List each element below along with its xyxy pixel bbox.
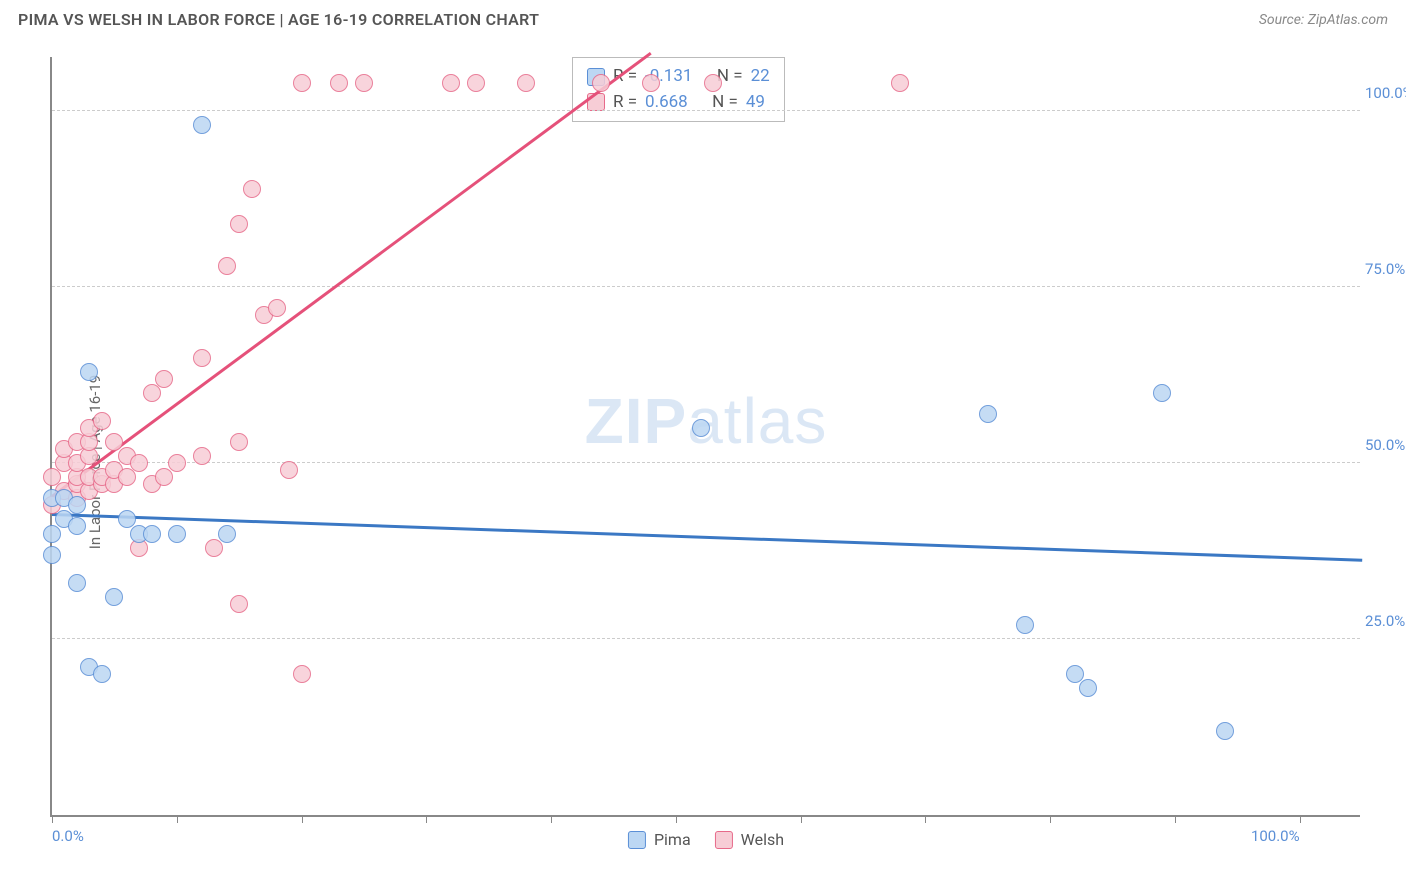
- x-tick: [177, 815, 178, 823]
- data-point: [243, 180, 261, 198]
- data-point: [193, 116, 211, 134]
- data-point: [193, 349, 211, 367]
- data-point: [517, 74, 535, 92]
- data-point: [155, 468, 173, 486]
- data-point: [442, 74, 460, 92]
- data-point: [43, 546, 61, 564]
- data-point: [268, 299, 286, 317]
- x-tick: [426, 815, 427, 823]
- pima-n-value: 22: [751, 64, 770, 90]
- gridline: [52, 462, 1360, 463]
- x-tick: [676, 815, 677, 823]
- data-point: [168, 454, 186, 472]
- data-point: [130, 454, 148, 472]
- data-point: [143, 525, 161, 543]
- data-point: [1216, 722, 1234, 740]
- legend-label-welsh: Welsh: [741, 830, 784, 849]
- data-point: [692, 419, 710, 437]
- data-point: [280, 461, 298, 479]
- data-point: [891, 74, 909, 92]
- data-point: [467, 74, 485, 92]
- legend-item-pima: Pima: [628, 830, 691, 849]
- swatch-pima: [628, 831, 646, 849]
- data-point: [218, 257, 236, 275]
- legend-item-welsh: Welsh: [715, 830, 784, 849]
- x-tick: [925, 815, 926, 823]
- y-tick-label: 75.0%: [1365, 260, 1406, 278]
- series-legend: Pima Welsh: [628, 830, 784, 849]
- data-point: [118, 468, 136, 486]
- x-tick: [1050, 815, 1051, 823]
- data-point: [193, 447, 211, 465]
- chart-header: PIMA VS WELSH IN LABOR FORCE | AGE 16-19…: [0, 0, 1406, 37]
- trend-line: [51, 52, 652, 498]
- x-tick: [52, 815, 53, 823]
- chart-area: In Labor Force | Age 16-19 ZIPatlas R = …: [0, 37, 1406, 887]
- data-point: [642, 74, 660, 92]
- chart-title: PIMA VS WELSH IN LABOR FORCE | AGE 16-19…: [18, 10, 539, 29]
- data-point: [68, 574, 86, 592]
- x-tick: [1300, 815, 1301, 823]
- legend-label-pima: Pima: [654, 830, 691, 849]
- x-tick: [551, 815, 552, 823]
- data-point: [93, 665, 111, 683]
- data-point: [205, 539, 223, 557]
- gridline: [52, 110, 1360, 111]
- data-point: [168, 525, 186, 543]
- watermark-light: atlas: [687, 385, 827, 457]
- data-point: [293, 74, 311, 92]
- data-point: [355, 74, 373, 92]
- chart-source: Source: ZipAtlas.com: [1259, 12, 1388, 28]
- watermark-bold: ZIP: [585, 385, 688, 457]
- data-point: [293, 665, 311, 683]
- x-tick: [1175, 815, 1176, 823]
- data-point: [1016, 616, 1034, 634]
- data-point: [230, 595, 248, 613]
- data-point: [68, 496, 86, 514]
- y-tick-label: 50.0%: [1365, 436, 1406, 454]
- x-tick: [302, 815, 303, 823]
- trend-line: [52, 513, 1362, 562]
- data-point: [979, 405, 997, 423]
- data-point: [230, 215, 248, 233]
- x-tick-label: 0.0%: [52, 827, 84, 845]
- x-tick: [801, 815, 802, 823]
- data-point: [105, 588, 123, 606]
- gridline: [52, 638, 1360, 639]
- y-tick-label: 100.0%: [1365, 84, 1406, 102]
- gridline: [52, 286, 1360, 287]
- data-point: [43, 525, 61, 543]
- data-point: [143, 384, 161, 402]
- data-point: [155, 370, 173, 388]
- data-point: [68, 517, 86, 535]
- data-point: [1153, 384, 1171, 402]
- data-point: [218, 525, 236, 543]
- x-tick-label: 100.0%: [1251, 827, 1300, 845]
- plot-region: ZIPatlas R = -0.131 N = 22 R = 0.668 N =…: [50, 57, 1360, 817]
- data-point: [704, 74, 722, 92]
- y-tick-label: 25.0%: [1365, 612, 1406, 630]
- data-point: [592, 74, 610, 92]
- data-point: [93, 412, 111, 430]
- swatch-welsh: [715, 831, 733, 849]
- data-point: [330, 74, 348, 92]
- data-point: [230, 433, 248, 451]
- data-point: [80, 363, 98, 381]
- data-point: [1079, 679, 1097, 697]
